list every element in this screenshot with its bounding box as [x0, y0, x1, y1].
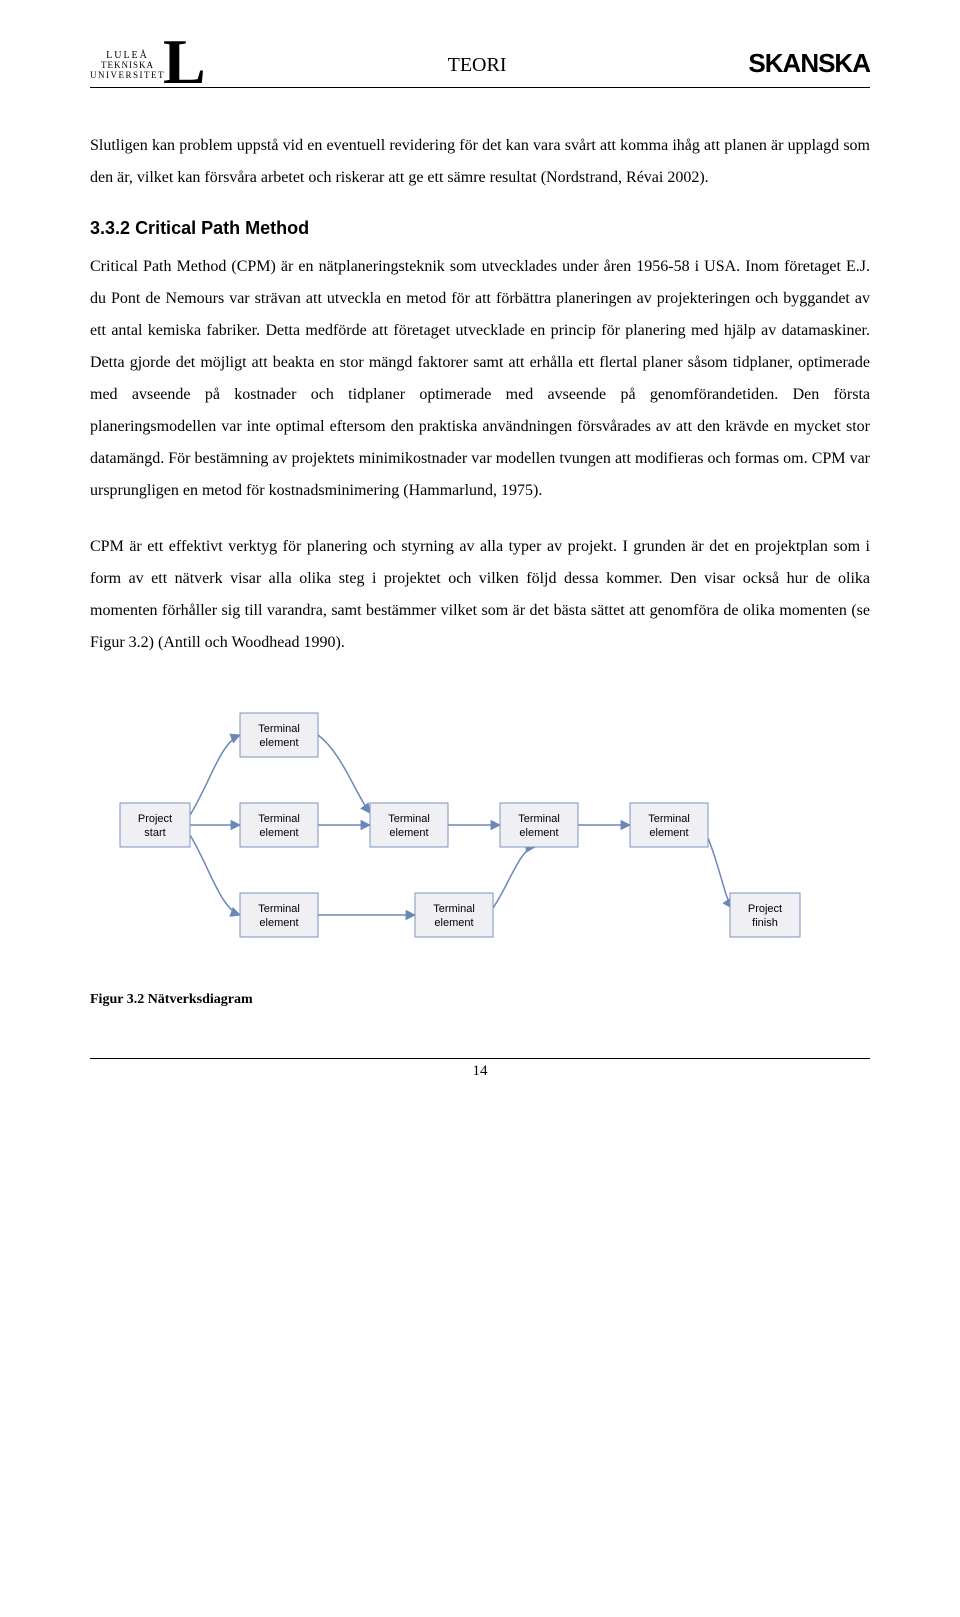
svg-text:Terminal: Terminal: [258, 723, 300, 735]
svg-text:finish: finish: [752, 917, 778, 929]
ltu-line3: UNIVERSITET: [90, 71, 165, 81]
section-heading: 3.3.2 Critical Path Method: [90, 218, 870, 239]
svg-text:element: element: [649, 827, 688, 839]
paragraph-3: CPM är ett effektivt verktyg för planeri…: [90, 531, 870, 659]
diagram-node-t5: Terminal element: [415, 893, 493, 937]
svg-text:element: element: [259, 917, 298, 929]
skanska-logo: SKANSKA: [748, 48, 870, 81]
svg-text:Project: Project: [748, 903, 782, 915]
section-title: Critical Path Method: [135, 218, 309, 238]
diagram-node-t4: Terminal element: [370, 803, 448, 847]
chapter-heading: TEORI: [206, 54, 749, 81]
diagram-node-t6: Terminal element: [500, 803, 578, 847]
diagram-node-end: Project finish: [730, 893, 800, 937]
diagram-edge: [318, 735, 370, 813]
svg-text:Terminal: Terminal: [518, 813, 560, 825]
diagram-node-t3: Terminal element: [240, 893, 318, 937]
diagram-edge: [493, 847, 535, 908]
figure-caption: Figur 3.2 Nätverksdiagram: [90, 992, 870, 1008]
page-number: 14: [90, 1059, 870, 1080]
svg-text:Terminal: Terminal: [388, 813, 430, 825]
section-number: 3.3.2: [90, 218, 130, 238]
diagram-edge: [190, 735, 240, 815]
svg-text:element: element: [434, 917, 473, 929]
diagram-node-t1: Terminal element: [240, 713, 318, 757]
network-diagram: Project start Terminal element Terminal eleme…: [90, 683, 870, 968]
diagram-node-t7: Terminal element: [630, 803, 708, 847]
svg-text:Project: Project: [138, 813, 172, 825]
diagram-node-start: Project start: [120, 803, 190, 847]
page-header: LULEÅ TEKNISKA UNIVERSITET L TEORI SKANS…: [90, 30, 870, 88]
network-diagram-svg: Project start Terminal element Terminal eleme…: [90, 683, 830, 963]
svg-text:element: element: [519, 827, 558, 839]
ltu-logo: LULEÅ TEKNISKA UNIVERSITET L: [90, 30, 206, 81]
page-footer: 14: [90, 1058, 870, 1080]
ltu-logo-text: LULEÅ TEKNISKA UNIVERSITET: [90, 50, 165, 81]
svg-text:Terminal: Terminal: [648, 813, 690, 825]
svg-text:Terminal: Terminal: [433, 903, 475, 915]
ltu-glyph: L: [163, 36, 206, 87]
svg-text:Terminal: Terminal: [258, 903, 300, 915]
svg-text:element: element: [389, 827, 428, 839]
diagram-edge: [190, 835, 240, 915]
paragraph-2: Critical Path Method (CPM) är en nätplan…: [90, 251, 870, 507]
svg-text:element: element: [259, 827, 298, 839]
diagram-edge: [708, 838, 732, 908]
svg-text:element: element: [259, 737, 298, 749]
diagram-node-t2: Terminal element: [240, 803, 318, 847]
svg-text:Terminal: Terminal: [258, 813, 300, 825]
svg-text:start: start: [144, 827, 165, 839]
paragraph-1: Slutligen kan problem uppstå vid en even…: [90, 130, 870, 194]
